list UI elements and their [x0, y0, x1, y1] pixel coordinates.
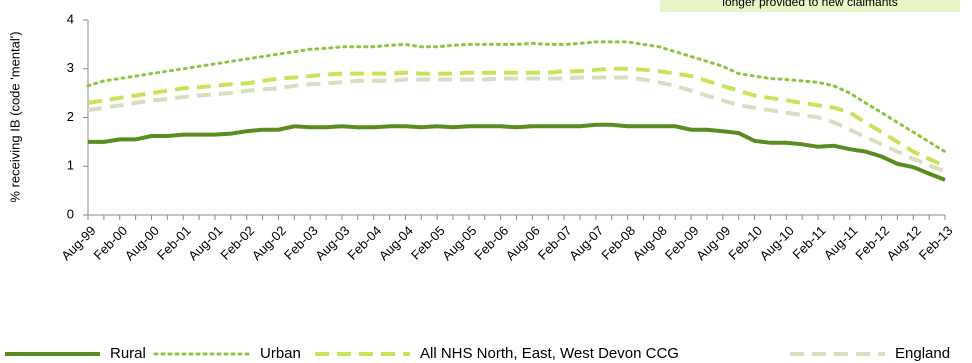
x-tick-label: Aug-02 [249, 223, 289, 263]
x-tick-label: Aug-10 [757, 223, 797, 263]
x-tick-label: Feb-06 [471, 223, 511, 263]
x-tick-label: Feb-12 [852, 223, 892, 263]
x-tick-label: Aug-12 [884, 223, 924, 263]
x-tick-label: Feb-03 [281, 223, 321, 263]
x-tick-label: Aug-03 [312, 223, 352, 263]
series-line [86, 40, 947, 154]
annotation-box [660, 0, 960, 12]
x-tick-label: Aug-07 [566, 223, 606, 263]
x-tick-label: Aug-01 [185, 223, 225, 263]
x-tick-label: Aug-99 [58, 223, 98, 263]
x-tick-label: Aug-11 [821, 223, 861, 263]
legend-label: All NHS North, East, West Devon CCG [420, 345, 679, 362]
x-tick-label: Aug-00 [122, 223, 162, 263]
x-tick-label: Aug-05 [439, 223, 479, 263]
x-tick-label: Feb-10 [725, 223, 765, 263]
series-line [88, 122, 946, 182]
legend-label: Rural [110, 345, 146, 362]
x-tick-label: Aug-04 [376, 223, 416, 263]
x-tick-label: Feb-13 [916, 223, 956, 263]
x-tick-label: Feb-08 [598, 223, 638, 263]
x-tick-label: Feb-05 [408, 223, 448, 263]
y-axis-label: % receiving IB (code 'mental') [7, 31, 22, 202]
y-tick-label: 3 [67, 60, 74, 75]
x-tick-label: Aug-06 [503, 223, 543, 263]
y-tick-label: 2 [67, 109, 74, 124]
legend-label: England [895, 345, 950, 362]
y-tick-label: 0 [67, 206, 74, 221]
series-line [87, 66, 946, 169]
x-tick-label: Feb-01 [154, 223, 194, 263]
y-tick-label: 4 [67, 11, 74, 26]
x-tick-label: Feb-02 [218, 223, 258, 263]
x-tick-label: Feb-04 [344, 223, 384, 263]
x-tick-label: Feb-00 [91, 223, 131, 263]
legend-label: Urban [260, 345, 301, 362]
annotation: longer provided to new claimants [722, 0, 897, 9]
x-tick-label: Aug-08 [630, 223, 670, 263]
y-tick-label: 1 [67, 158, 74, 173]
x-tick-label: Feb-07 [535, 223, 575, 263]
x-tick-label: Feb-09 [662, 223, 702, 263]
series-line [87, 75, 946, 173]
x-tick-label: Aug-09 [693, 223, 733, 263]
x-tick-label: Feb-11 [790, 223, 829, 262]
